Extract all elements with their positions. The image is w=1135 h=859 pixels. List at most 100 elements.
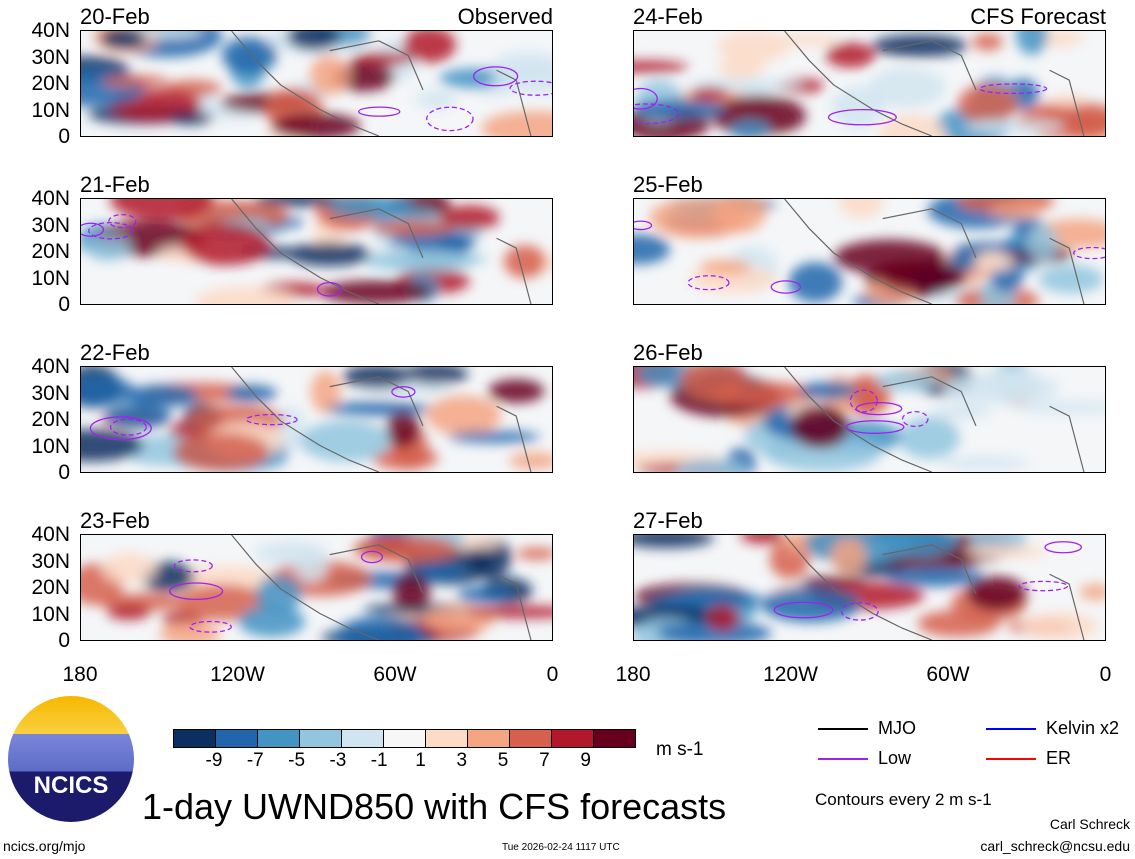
colorbar-tick: 9 <box>580 750 591 771</box>
wind-anomaly-blob <box>310 370 341 414</box>
low-contour <box>509 80 552 96</box>
panel-date: 21-Feb <box>80 172 150 197</box>
wind-anomaly-blob <box>699 259 752 275</box>
colorbar-tick: -3 <box>329 750 347 771</box>
wind-anomaly-blob <box>988 203 1045 218</box>
wind-anomaly-blob <box>634 99 728 119</box>
low-contour <box>81 222 105 237</box>
x-tick-label: 180 <box>62 663 98 686</box>
low-contour <box>189 620 232 633</box>
wind-anomaly-blob <box>760 586 861 623</box>
wind-anomaly-blob <box>327 199 413 218</box>
wind-anomaly-blob <box>81 375 135 407</box>
low-contour <box>88 221 134 240</box>
legend-label: ER <box>1046 748 1072 768</box>
wind-anomaly-blob <box>957 84 1018 124</box>
wind-anomaly-blob <box>1015 31 1048 55</box>
coastline <box>231 535 532 640</box>
wind-anomaly-blob <box>81 429 144 462</box>
y-tick-label: 30N <box>31 213 70 237</box>
footer-timestamp: Tue 2026-02-24 1117 UTC <box>502 842 620 853</box>
colorbar-swatch <box>426 730 468 747</box>
wind-anomaly-blob <box>372 446 439 470</box>
wind-anomaly-blob <box>488 379 545 403</box>
low-contour <box>426 106 474 132</box>
wind-anomaly-blob <box>516 547 552 560</box>
x-tick-label: 60W <box>373 663 417 686</box>
panel-date: 23-Feb <box>80 508 150 533</box>
wind-anomaly-blob <box>634 535 714 548</box>
wind-anomaly-blob <box>690 86 729 101</box>
wind-anomaly-blob <box>350 52 412 67</box>
legend-line-mjo <box>818 728 868 730</box>
wind-anomaly-blob <box>972 33 1004 51</box>
low-contour <box>770 280 802 294</box>
colorbar-tick: 1 <box>415 750 426 771</box>
wind-anomaly-blob <box>676 591 763 607</box>
wind-anomaly-blob <box>884 535 959 557</box>
wind-anomaly-blob <box>372 244 411 257</box>
colorbar-swatch <box>468 730 510 747</box>
wind-anomaly-blob <box>439 205 500 231</box>
y-tick-label: 10N <box>31 266 70 290</box>
low-contour <box>634 87 658 110</box>
wind-anomaly-blob <box>490 63 552 95</box>
wind-anomaly-blob <box>194 286 297 304</box>
wind-anomaly-blob <box>457 586 513 604</box>
colorbar-swatch <box>174 730 216 747</box>
panel-label: Observed <box>457 4 553 29</box>
wind-anomaly-blob <box>675 458 749 472</box>
wind-anomaly-blob <box>319 280 433 304</box>
y-tick-label: 10N <box>31 602 70 626</box>
wind-anomaly-blob <box>825 42 876 68</box>
footer-author: Carl Schreck <box>1049 816 1130 832</box>
wind-anomaly-blob <box>868 67 947 108</box>
wind-anomaly-blob <box>287 242 371 267</box>
wind-anomaly-blob <box>799 381 858 400</box>
wind-anomaly-blob <box>101 552 157 584</box>
legend-label: Low <box>878 748 912 768</box>
wind-anomaly-blob <box>159 621 221 640</box>
y-tick-label: 10N <box>31 98 70 122</box>
low-contour <box>169 582 224 601</box>
y-tick-label: 0 <box>58 293 70 316</box>
y-tick-label: 40N <box>31 355 70 378</box>
low-contour <box>901 411 929 428</box>
low-contour <box>687 275 730 291</box>
y-tick-label: 20N <box>31 72 70 95</box>
legend-label: Kelvin x2 <box>1046 718 1120 738</box>
low-contour <box>173 559 213 573</box>
wind-anomaly-blob <box>255 199 340 207</box>
colorbar-tick: 3 <box>456 750 468 771</box>
colorbar-swatch <box>510 730 552 747</box>
colorbar-tick: -1 <box>370 750 388 771</box>
colorbar-swatch <box>342 730 384 747</box>
wind-anomaly-blob <box>930 403 991 420</box>
wind-anomaly-blob <box>377 252 489 266</box>
low-contour <box>360 550 384 564</box>
wind-anomaly-blob <box>839 199 884 219</box>
x-tick-label: 180 <box>615 663 651 686</box>
wind-anomaly-blob <box>713 199 767 233</box>
y-tick-label: 40N <box>31 523 70 546</box>
low-contour <box>1018 580 1069 592</box>
wind-anomaly-blob <box>238 605 306 638</box>
y-tick-label: 0 <box>58 629 70 652</box>
panel-date: 24-Feb <box>633 4 703 29</box>
wind-anomaly-blob <box>656 621 772 640</box>
wind-anomaly-blob <box>788 262 843 303</box>
wind-anomaly-blob <box>1020 612 1099 640</box>
legend-line-er <box>986 758 1036 760</box>
wind-anomaly-blob <box>878 114 947 136</box>
wind-anomaly-blob <box>729 119 772 136</box>
footer-url: ncics.org/mjo <box>3 838 86 854</box>
wind-anomaly-blob <box>168 111 214 125</box>
wind-anomaly-blob <box>830 537 867 576</box>
wind-anomaly-blob <box>102 75 169 88</box>
wind-anomaly-blob <box>898 416 960 459</box>
logo-text: NCICS <box>33 772 109 799</box>
wind-anomaly-blob <box>386 411 420 448</box>
y-tick-label: 20N <box>31 576 70 599</box>
coastline <box>784 31 1085 136</box>
legend-label: MJO <box>878 718 916 738</box>
